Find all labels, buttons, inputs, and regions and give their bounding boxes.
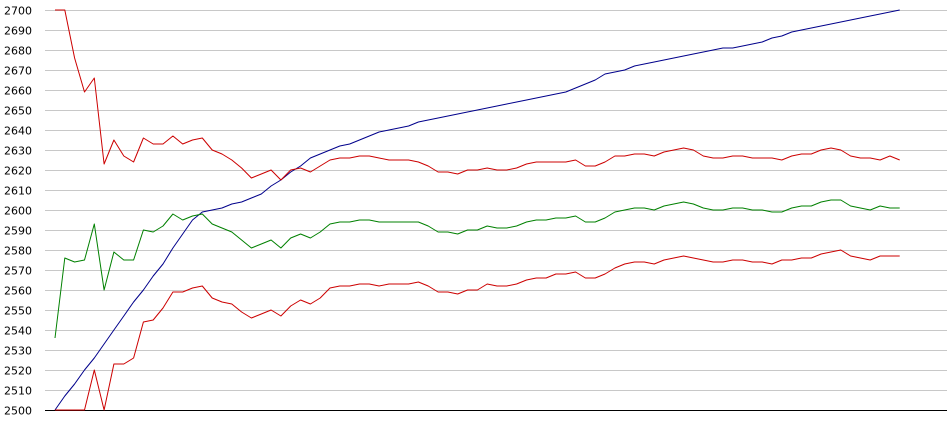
y-tick-label: 2640	[4, 125, 32, 138]
y-tick-label: 2510	[4, 385, 32, 398]
y-tick-label: 2700	[4, 5, 32, 18]
y-tick-label: 2620	[4, 165, 32, 178]
y-tick-label: 2650	[4, 105, 32, 118]
y-tick-label: 2580	[4, 245, 32, 258]
series-line-4	[55, 249, 900, 411]
y-tick-label: 2600	[4, 205, 32, 218]
y-tick-label: 2540	[4, 325, 32, 338]
y-tick-label: 2660	[4, 85, 32, 98]
y-tick-label: 2560	[4, 285, 32, 298]
y-tick-label: 2610	[4, 185, 32, 198]
series-line-2	[55, 9, 900, 181]
y-tick-label: 2530	[4, 345, 32, 358]
y-tick-label: 2500	[4, 405, 32, 418]
gridlines	[45, 10, 947, 411]
series-line-3	[54, 199, 900, 339]
y-tick-label: 2690	[4, 25, 32, 38]
series-line-1	[54, 9, 900, 411]
y-tick-label: 2550	[4, 305, 32, 318]
y-tick-label: 2590	[4, 225, 32, 238]
y-tick-label: 2570	[4, 265, 32, 278]
y-tick-label: 2630	[4, 145, 32, 158]
y-tick-label: 2680	[4, 45, 32, 58]
y-tick-labels: 2500 2510 2520 2530 2540 2550 2560 2570 2580 2590…	[4, 5, 32, 418]
series-lines	[54, 9, 900, 411]
y-tick-label: 2670	[4, 65, 32, 78]
y-tick-label: 2520	[4, 365, 32, 378]
